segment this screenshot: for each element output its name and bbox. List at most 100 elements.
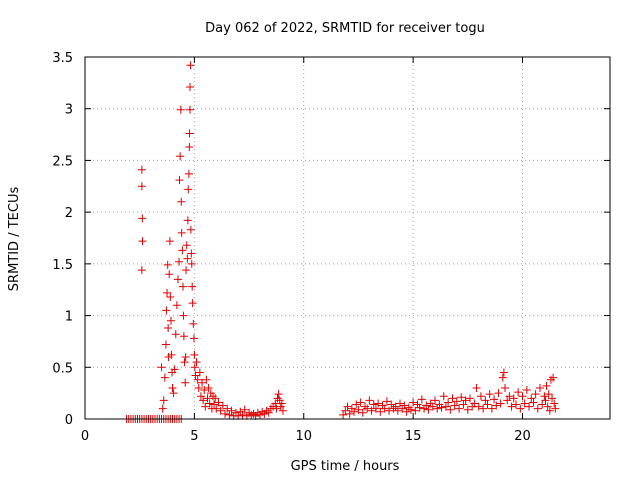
grid-lines <box>85 57 610 419</box>
data-point <box>178 246 187 255</box>
y-tick-label: 3 <box>65 103 73 118</box>
x-tick-label: 0 <box>81 429 89 444</box>
data-point <box>343 402 352 411</box>
data-point <box>439 392 448 401</box>
data-point <box>198 378 207 387</box>
data-point <box>163 260 172 269</box>
data-point <box>411 406 420 415</box>
data-point <box>190 350 199 359</box>
data-point <box>455 404 464 413</box>
data-point <box>165 237 174 246</box>
data-point <box>483 400 492 409</box>
data-point <box>424 405 433 414</box>
data-point <box>167 350 176 359</box>
data-point <box>358 408 367 417</box>
data-point <box>205 399 214 408</box>
data-point <box>193 375 202 384</box>
data-point <box>522 386 531 395</box>
data-point <box>459 400 468 409</box>
data-point <box>212 404 221 413</box>
data-point <box>550 399 559 408</box>
y-tick-label: 0.5 <box>52 361 73 376</box>
data-point <box>177 228 186 237</box>
x-axis-label: GPS time / hours <box>291 459 400 474</box>
data-point <box>175 176 184 185</box>
data-point <box>210 400 219 409</box>
data-point <box>166 292 175 301</box>
data-point <box>158 404 167 413</box>
data-point <box>402 407 411 416</box>
data-point <box>188 299 197 308</box>
data-point <box>186 105 194 114</box>
data-point <box>345 409 354 418</box>
data-point <box>531 390 540 399</box>
data-point <box>168 383 177 392</box>
x-tick-label: 20 <box>514 429 531 444</box>
data-point <box>176 105 185 114</box>
data-point <box>457 393 466 402</box>
data-point <box>498 373 507 382</box>
data-point <box>520 399 529 408</box>
data-point <box>195 368 204 377</box>
y-tick-label: 3.5 <box>52 51 73 66</box>
data-point <box>227 406 236 415</box>
data-point <box>461 396 470 405</box>
data-point <box>181 378 190 387</box>
data-point <box>533 404 542 413</box>
data-point <box>409 398 418 407</box>
data-point <box>463 405 472 414</box>
data-point <box>179 282 187 291</box>
data-point <box>182 241 191 250</box>
data-point <box>159 396 168 405</box>
data-point <box>417 395 426 404</box>
data-point <box>367 406 376 415</box>
data-point <box>363 404 372 413</box>
data-point <box>514 388 523 397</box>
data-point <box>450 401 459 410</box>
data-point <box>540 392 549 401</box>
data-point <box>187 249 196 258</box>
axis-ticks: 0 5 10 15 20 0 0.5 1 1.5 2 2.5 3 3.5 <box>52 51 610 444</box>
data-point <box>189 334 198 343</box>
data-point <box>549 373 558 382</box>
data-point <box>161 340 170 349</box>
data-point <box>511 400 520 409</box>
data-point <box>476 392 485 401</box>
data-point <box>437 403 446 412</box>
data-point <box>376 407 385 416</box>
data-point <box>186 61 195 70</box>
data-point <box>165 270 174 279</box>
data-point <box>264 408 273 417</box>
data-point <box>481 396 490 405</box>
data-point <box>545 406 554 415</box>
data-point <box>472 383 481 392</box>
data-point <box>157 363 166 372</box>
y-tick-label: 0 <box>65 413 73 428</box>
data-point <box>138 214 147 223</box>
data-point <box>485 390 494 399</box>
data-point <box>199 396 208 405</box>
data-point <box>543 402 552 411</box>
data-point <box>191 371 200 380</box>
data-point <box>162 306 171 315</box>
data-point <box>487 404 496 413</box>
data-point <box>541 396 550 405</box>
data-point <box>238 410 247 419</box>
data-point <box>218 401 227 410</box>
data-point <box>170 365 179 374</box>
data-point <box>501 383 509 392</box>
chart-title: Day 062 of 2022, SRMTID for receiver tog… <box>205 21 485 36</box>
data-point <box>494 389 503 398</box>
data-point <box>216 406 225 415</box>
data-point <box>221 409 229 418</box>
data-point <box>247 410 256 419</box>
data-point <box>185 129 194 138</box>
data-point <box>490 395 499 404</box>
data-point <box>505 392 514 401</box>
data-point <box>354 405 363 414</box>
data-point <box>211 394 220 403</box>
data-point <box>415 403 424 412</box>
data-point <box>444 398 453 407</box>
